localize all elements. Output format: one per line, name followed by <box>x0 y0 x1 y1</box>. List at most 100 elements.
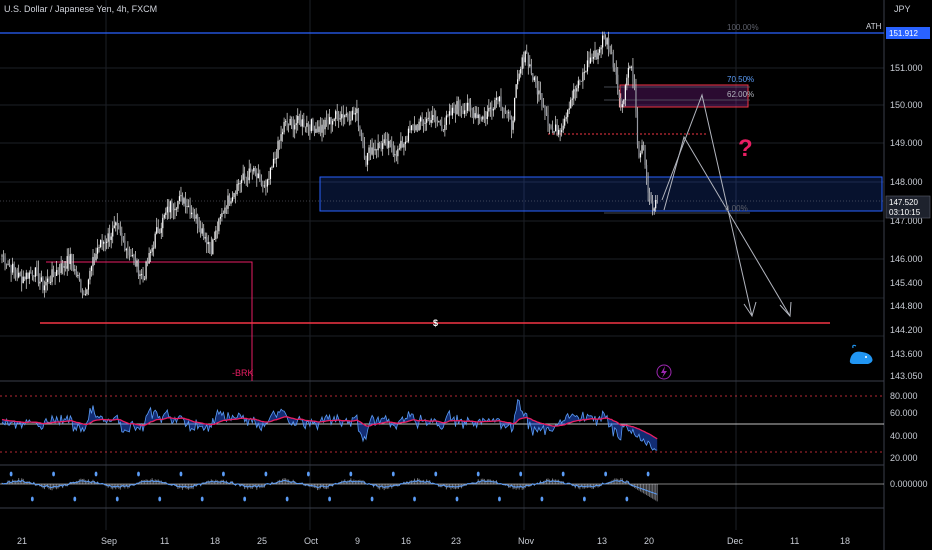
candle-body <box>247 177 249 181</box>
candle-body <box>412 125 414 127</box>
candle-body <box>394 154 396 156</box>
oscillator-signal-dot <box>137 471 140 477</box>
candle-body <box>266 179 269 187</box>
oscillator-signal-dot <box>264 471 268 477</box>
candle-body <box>442 130 444 131</box>
candle-body <box>213 239 215 240</box>
candle-body <box>649 192 651 200</box>
candle-body <box>517 79 519 85</box>
candle-body <box>7 263 9 265</box>
rsi-fill <box>2 399 658 451</box>
candle-body <box>254 167 256 174</box>
candle-body <box>1 255 3 257</box>
price-tick: 143.600 <box>890 349 923 359</box>
candle-body <box>380 145 382 149</box>
candle-body <box>620 97 622 108</box>
arrowhead-1 <box>743 301 757 318</box>
candle-body <box>313 125 316 133</box>
candle-body <box>90 266 93 271</box>
candle-body <box>256 173 258 179</box>
candle-body <box>248 168 250 181</box>
rsi-axis: 80.000 60.000 40.000 20.000 0.000000 <box>890 391 928 489</box>
oscillator-bar <box>354 480 356 485</box>
candle-body <box>485 116 487 119</box>
oscillator-bar <box>362 480 364 485</box>
oscillator-signal-dot <box>498 496 501 502</box>
candle-body <box>615 68 617 75</box>
oscillator-signal-dot <box>30 496 34 502</box>
candle-body <box>561 130 563 133</box>
oscillator-bar <box>356 480 358 485</box>
demand-zone[interactable] <box>319 176 883 212</box>
candle-body <box>413 125 416 131</box>
candle-body <box>257 173 259 179</box>
fib-lines <box>604 86 750 214</box>
candle-body <box>454 111 457 114</box>
candle-body <box>612 53 614 68</box>
candle-body <box>63 266 65 268</box>
oscillator-bar <box>280 480 282 485</box>
candle-body <box>260 176 262 186</box>
candle-body <box>379 143 381 146</box>
candle-body <box>559 129 561 133</box>
candle-body <box>177 200 179 209</box>
breakout-box[interactable] <box>46 261 253 381</box>
candle-body <box>392 149 394 156</box>
candle-body <box>262 185 264 187</box>
candle-body <box>438 121 440 123</box>
candle-body <box>488 107 490 112</box>
candle-body <box>116 222 118 226</box>
oscillator-signal-dot <box>646 471 650 477</box>
candle-body <box>33 275 35 277</box>
candle-body <box>130 255 132 257</box>
candle-body <box>127 248 129 251</box>
candle-body <box>92 256 94 267</box>
candle-body <box>465 110 467 112</box>
candle-body <box>30 272 32 274</box>
rsi-tick: 20.000 <box>890 453 918 463</box>
candle-body <box>77 274 79 276</box>
candle-body <box>433 115 435 118</box>
oscillator-dots <box>9 471 650 502</box>
lightning-icon[interactable] <box>656 364 672 380</box>
projection-arrows[interactable] <box>661 93 792 318</box>
whale-icon[interactable] <box>849 344 873 364</box>
candle-body <box>635 88 637 112</box>
candle-body <box>500 96 502 107</box>
candle-body <box>268 178 270 180</box>
candle-body <box>137 260 140 277</box>
projection-path-1 <box>661 93 753 317</box>
candle-body <box>224 207 226 214</box>
candle-body <box>215 230 217 240</box>
candle-body <box>371 147 373 155</box>
candle-body <box>588 60 590 64</box>
oscillator-bar <box>151 478 153 485</box>
price-tick: 145.400 <box>890 278 923 288</box>
oscillator-bar <box>618 479 620 485</box>
oscillator-bar <box>150 479 152 485</box>
candle-body <box>430 120 432 123</box>
candle-body <box>338 114 340 120</box>
time-tick: 25 <box>257 536 267 546</box>
candle-body <box>397 149 399 157</box>
question-mark: ? <box>738 135 753 162</box>
candle-body <box>157 227 159 233</box>
candle-body <box>225 207 228 209</box>
oscillator-bar <box>13 480 15 485</box>
candle-body <box>124 240 126 251</box>
candle-body <box>242 173 244 180</box>
candle-body <box>295 123 297 125</box>
candle-body <box>623 99 625 105</box>
candle-body <box>335 111 337 119</box>
candle-body <box>86 289 88 295</box>
candle-body <box>404 141 407 144</box>
candle-body <box>583 72 585 74</box>
candle-body <box>251 170 253 172</box>
candle-body <box>134 257 137 267</box>
supply-zone[interactable] <box>619 84 749 108</box>
candle-body <box>283 122 285 133</box>
candle-body <box>98 247 100 248</box>
candle-body <box>330 117 332 125</box>
candle-body <box>21 276 23 284</box>
